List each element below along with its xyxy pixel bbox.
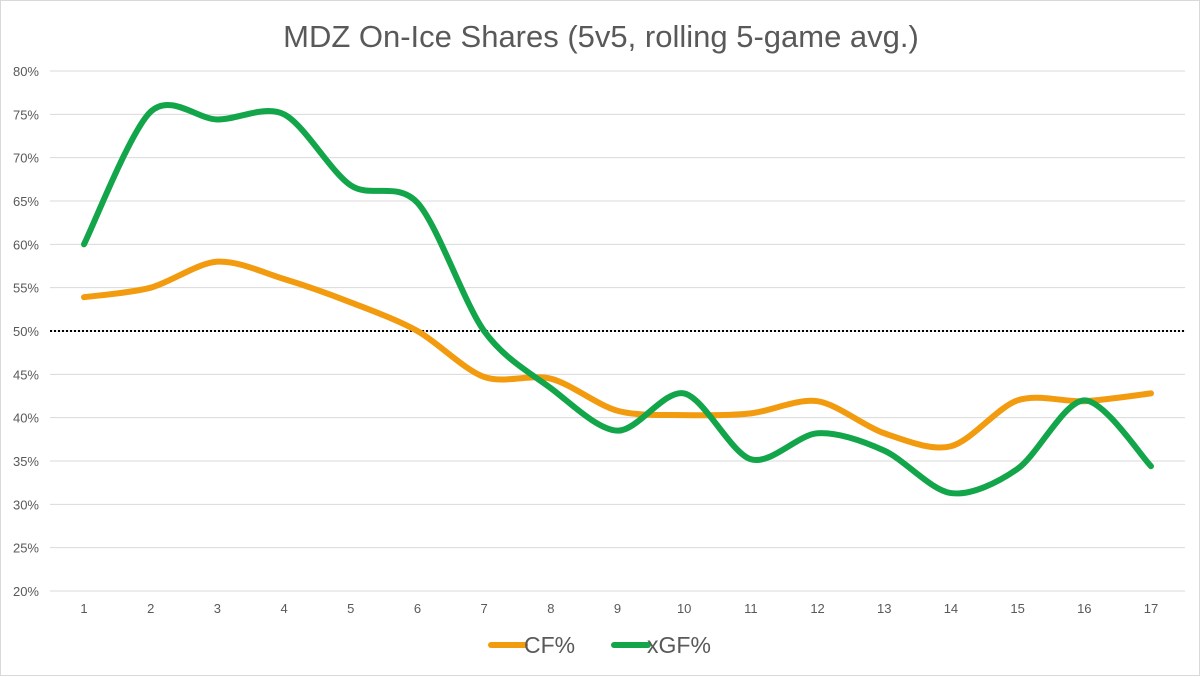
y-tick-label: 45% (13, 367, 39, 382)
x-tick-label: 6 (414, 601, 421, 616)
legend: CF% xGF% (488, 632, 711, 658)
x-tick-label: 3 (214, 601, 221, 616)
x-tick-label: 7 (481, 601, 488, 616)
x-tick-label: 8 (547, 601, 554, 616)
legend-item-xgf[interactable]: xGF% (611, 632, 711, 658)
y-tick-label: 75% (13, 107, 39, 122)
x-tick-label: 4 (280, 601, 287, 616)
x-tick-label: 15 (1010, 601, 1024, 616)
series-lines (81, 102, 1154, 497)
y-tick-label: 25% (13, 541, 39, 556)
y-tick-label: 35% (13, 454, 39, 469)
y-tick-label: 30% (13, 497, 39, 512)
y-tick-label: 40% (13, 411, 39, 426)
y-tick-label: 70% (13, 151, 39, 166)
y-tick-label: 65% (13, 194, 39, 209)
legend-label-cf: CF% (524, 632, 575, 658)
x-tick-label: 13 (877, 601, 891, 616)
y-tick-label: 20% (13, 584, 39, 599)
x-tick-label: 11 (744, 601, 758, 616)
cf-series-line (81, 258, 1154, 451)
x-axis-ticks: 1 2 3 4 5 6 7 8 9 10 11 12 13 14 15 16 17 (80, 601, 1158, 616)
x-tick-label: 17 (1144, 601, 1158, 616)
x-tick-label: 16 (1077, 601, 1091, 616)
x-tick-label: 9 (614, 601, 621, 616)
chart-title: MDZ On-Ice Shares (5v5, rolling 5-game a… (283, 19, 919, 54)
x-tick-label: 10 (677, 601, 691, 616)
y-tick-label: 55% (13, 281, 39, 296)
y-axis-ticks: 20% 25% 30% 35% 40% 45% 50% 55% 60% 65% 70% 75% 80% (13, 64, 39, 599)
y-tick-label: 50% (13, 324, 39, 339)
legend-item-cf[interactable]: CF% (488, 632, 575, 658)
x-tick-label: 5 (347, 601, 354, 616)
x-tick-label: 14 (944, 601, 958, 616)
x-tick-label: 1 (80, 601, 87, 616)
x-tick-label: 2 (147, 601, 154, 616)
x-tick-label: 12 (810, 601, 824, 616)
y-tick-label: 60% (13, 237, 39, 252)
xgf-series-line (81, 102, 1154, 497)
legend-label-xgf: xGF% (647, 632, 711, 658)
y-tick-label: 80% (13, 64, 39, 79)
